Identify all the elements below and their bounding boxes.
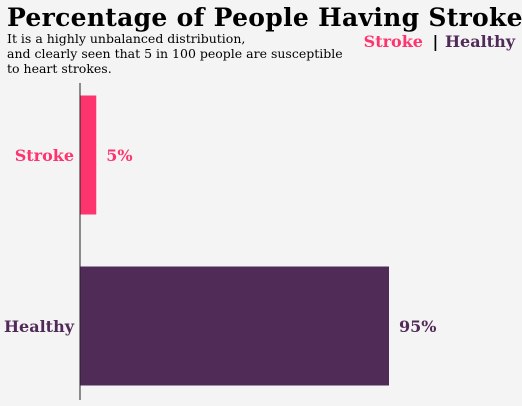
legend-separator: | [432,32,439,51]
legend-item-healthy: Healthy [444,32,515,51]
bar-healthy [80,266,389,386]
category-label-stroke: Stroke [15,146,74,165]
legend-item-stroke: Stroke [363,32,423,51]
chart-subtitle: It is a highly unbalanced distribution, … [7,31,357,76]
chart-title: Percentage of People Having Strokes [7,3,522,32]
value-label-healthy: 95% [399,317,436,336]
subtitle-line-2: and clearly seen that 5 in 100 people ar… [7,46,343,61]
category-label-healthy: Healthy [4,317,75,336]
bar-stroke [80,95,97,215]
chart-legend: Stroke | Healthy [364,32,515,51]
value-label-stroke: 5% [106,146,132,165]
subtitle-line-1: It is a highly unbalanced distribution, [7,31,246,46]
subtitle-line-3: to heart strokes. [7,61,112,76]
